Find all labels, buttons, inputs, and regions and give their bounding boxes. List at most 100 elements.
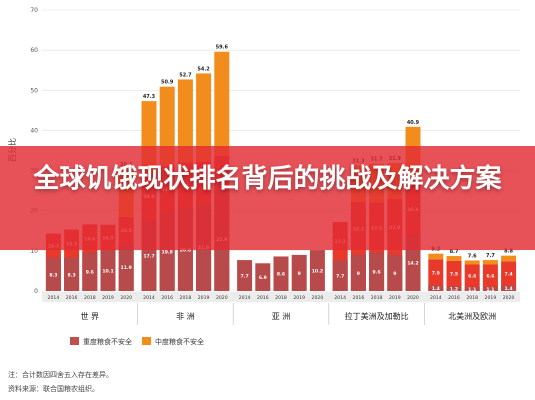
source-note: 资料来源：联合国粮农组织。 — [8, 384, 99, 393]
total-value-label: 8.8 — [504, 249, 513, 255]
year-tick-label: 2020 — [312, 295, 324, 301]
severe-value-label: 8.3 — [49, 272, 57, 278]
total-value-label: 59.6 — [216, 45, 229, 51]
severe-value-label: 1.4 — [432, 286, 440, 292]
bar-severe — [332, 260, 348, 291]
bar-severe — [237, 260, 253, 291]
bar-severe — [82, 252, 98, 291]
severe-value-label: 1.1 — [486, 287, 494, 293]
value-labels: 8.314.320148.315.320169.616.6201810.116.… — [48, 45, 515, 301]
bar-severe — [64, 257, 80, 291]
bar-severe — [273, 256, 289, 291]
y-tick-label: 40 — [30, 127, 38, 134]
year-tick-label: 2019 — [389, 295, 401, 301]
moderate-value-label: 7.5 — [450, 272, 458, 278]
banner-title: 全球饥饿现状排名背后的挑战及解决方案 — [33, 164, 502, 194]
year-tick-label: 2016 — [257, 295, 269, 301]
year-tick-label: 2018 — [466, 295, 478, 301]
severe-value-label: 14.2 — [407, 260, 418, 266]
year-tick-label: 2014 — [239, 295, 251, 301]
year-strip — [42, 292, 520, 302]
legend-label-severe: 重度粮食不安全 — [83, 337, 132, 346]
total-value-label: 54.2 — [197, 66, 210, 72]
year-tick-label: 2018 — [371, 295, 383, 301]
legend-swatch-moderate — [142, 337, 151, 345]
severe-value-label: 8.6 — [277, 272, 285, 278]
total-value-label: 47.3 — [143, 94, 156, 100]
severe-value-label: 1.1 — [468, 287, 476, 293]
bar-severe — [369, 252, 385, 291]
severe-value-label: 7.7 — [241, 274, 249, 280]
bar-severe — [464, 286, 480, 291]
bar-moderate — [428, 259, 444, 291]
year-tick-label: 2016 — [66, 295, 78, 301]
year-tick-label: 2019 — [102, 295, 114, 301]
bar-severe — [45, 257, 61, 291]
bar-severe — [291, 254, 307, 291]
year-tick-label: 2019 — [198, 295, 210, 301]
bar-severe — [428, 285, 444, 291]
y-tick-label: 50 — [30, 87, 38, 94]
legend: 重度粮食不安全 中度粮食不安全 — [70, 337, 204, 346]
bar-severe — [350, 254, 366, 291]
severe-value-label: 17.7 — [143, 253, 154, 259]
y-tick-label: 10 — [30, 248, 38, 255]
severe-value-label: 6.9 — [259, 275, 267, 281]
year-tick-label: 2016 — [353, 295, 365, 301]
bar-total-extra — [214, 51, 230, 156]
year-tick-label: 2020 — [407, 295, 419, 301]
year-tick-label: 2014 — [430, 295, 442, 301]
year-tick-label: 2014 — [334, 295, 346, 301]
y-tick-label: 70 — [30, 7, 38, 14]
year-tick-label: 2014 — [143, 295, 155, 301]
year-tick-label: 2020 — [120, 295, 132, 301]
region-label: 北美洲及欧洲 — [448, 311, 496, 321]
bar-severe — [387, 254, 403, 291]
year-tick-label: 2018 — [84, 295, 96, 301]
total-value-label: 7.6 — [468, 253, 477, 259]
severe-value-label: 8.3 — [68, 272, 76, 278]
region-labels: 世 界 非 洲 亚 洲 拉丁美洲及加勒比 北美洲及欧洲 — [81, 303, 496, 325]
severe-value-label: 9 — [393, 271, 396, 277]
bar-total-extra — [177, 79, 193, 163]
total-value-label: 8.7 — [450, 249, 459, 255]
year-tick-label: 2018 — [275, 295, 287, 301]
region-label: 亚 洲 — [272, 312, 291, 321]
total-value-label: 52.7 — [179, 72, 192, 78]
bar-moderate — [482, 264, 498, 291]
footnote: 注：合计数因四舍五入存在差异。 — [8, 370, 113, 379]
region-label: 非 洲 — [176, 311, 195, 321]
bar-severe — [446, 286, 462, 291]
total-value-label: 40.9 — [407, 120, 420, 126]
severe-value-label: 9 — [357, 271, 360, 277]
bar-severe — [118, 243, 134, 291]
region-label: 世 界 — [81, 311, 100, 321]
bar-moderate — [464, 264, 480, 291]
bar-severe — [309, 250, 325, 291]
y-tick-label: 0 — [34, 288, 38, 295]
severe-value-label: 19.8 — [162, 249, 173, 255]
severe-value-label: 9.6 — [373, 270, 381, 276]
severe-value-label: 10.1 — [102, 269, 113, 275]
bar-moderate — [446, 260, 462, 291]
bar-severe — [100, 250, 116, 291]
total-value-label: 7.7 — [486, 253, 495, 259]
severe-value-label: 10.2 — [312, 269, 323, 275]
bar-moderate — [501, 261, 517, 291]
severe-value-label: 1.2 — [450, 287, 458, 293]
legend-swatch-severe — [70, 337, 79, 345]
bar-total-extra — [446, 256, 462, 261]
severe-value-label: 20.6 — [180, 248, 191, 254]
moderate-value-label: 7.4 — [505, 271, 513, 277]
bar-total-extra — [482, 260, 498, 265]
year-tick-label: 2016 — [161, 295, 173, 301]
year-tick-label: 2020 — [216, 295, 228, 301]
moderate-value-label: 7.9 — [432, 270, 440, 276]
year-tick-label: 2020 — [503, 295, 515, 301]
bar-total-extra — [196, 73, 212, 162]
year-tick-label: 2014 — [48, 295, 60, 301]
region-label: 拉丁美洲及加勒比 — [345, 311, 409, 321]
severe-value-label: 7.7 — [336, 274, 344, 280]
moderate-value-label: 6.6 — [486, 274, 494, 280]
year-tick-label: 2016 — [448, 295, 460, 301]
